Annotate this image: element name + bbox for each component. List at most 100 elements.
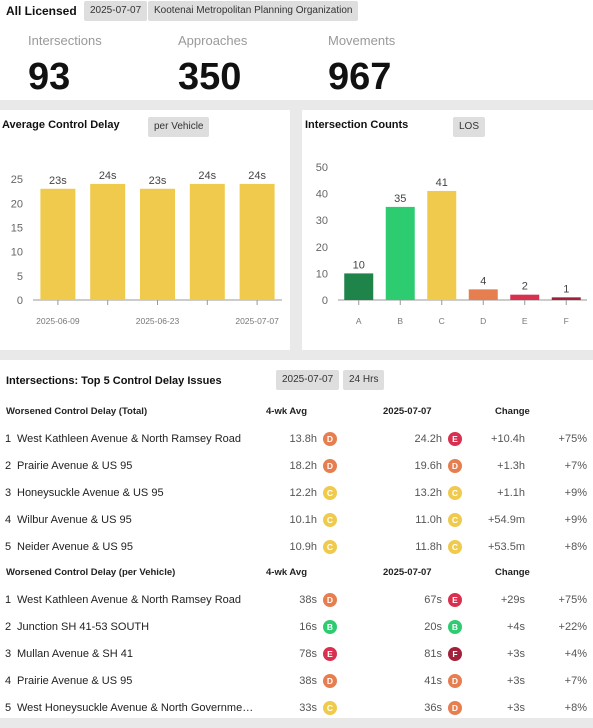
summary-header: All Licensed 2025-07-07 Kootenai Metropo… [0,0,593,100]
row-rank: 4 [5,514,12,526]
bar[interactable] [551,297,581,300]
delay-change-value: +3s [506,648,525,660]
bar[interactable] [40,188,76,300]
bar[interactable] [344,273,374,300]
scope-title: All Licensed [6,4,77,18]
table-row[interactable]: 5 West Honeysuckle Avenue & North Governm… [0,701,593,728]
x-tick-label: D [480,316,486,326]
delay-unit-pill[interactable]: per Vehicle [148,117,210,137]
intersection-name[interactable]: West Kathleen Avenue & North Ramsey Road [17,594,241,606]
delay-bar-chart: 0 5 10 15 20 25 23s 2025-06-09 24s 23s 2025-06-23 2… [11,170,282,326]
current-delay-value: 81s [424,648,442,660]
kpi-movements-value: 967 [328,56,392,98]
bar[interactable] [140,188,175,300]
intersection-name[interactable]: Junction SH 41-53 SOUTH [17,621,150,633]
avg-delay-value: 10.1h [289,514,317,526]
bar-data-label: 4 [480,275,486,287]
current-delay-value: 13.2h [414,487,442,499]
table-row[interactable]: 1 West Kathleen Avenue & North Ramsey Roa… [0,432,593,459]
x-tick-label: 2025-06-23 [136,316,180,326]
current-los-badge: E [448,593,462,607]
organization-filter-pill[interactable]: Kootenai Metropolitan Planning Organizat… [148,1,359,21]
avg-delay-value: 78s [299,648,317,660]
bar[interactable] [189,183,225,300]
column-header-change: Change [495,406,530,417]
bar[interactable] [468,289,498,300]
y-tick-label: 10 [316,268,328,280]
intersection-name[interactable]: West Honeysuckle Avenue & North Governme… [17,702,257,714]
row-rank: 1 [5,433,12,445]
intersection-name[interactable]: Neider Avenue & US 95 [17,541,133,553]
avg-delay-value: 33s [299,702,317,714]
y-tick-label: 20 [316,242,328,254]
bar[interactable] [510,294,540,300]
section-heading: Worsened Control Delay (Total) [6,406,148,417]
row-rank: 5 [5,541,12,553]
table-row[interactable]: 4 Prairie Avenue & US 95 38s 41s +3s +7% D D [0,674,593,701]
delay-change-percent: +22% [558,621,587,633]
row-rank: 3 [5,487,12,499]
avg-delay-value: 38s [299,675,317,687]
table-row[interactable]: 4 Wilbur Avenue & US 95 10.1h 11.0h +54.9m +9… [0,513,593,540]
avg-delay-value: 13.8h [289,433,317,445]
x-tick-label: C [439,316,445,326]
top-issues-title: Intersections: Top 5 Control Delay Issue… [6,375,222,387]
kpi-approaches-label: Approaches [178,33,248,48]
intersection-name[interactable]: Honeysuckle Avenue & US 95 [17,487,164,499]
avg-los-badge: E [323,647,337,661]
current-delay-value: 19.6h [414,460,442,472]
avg-los-badge: C [323,701,337,715]
delay-change-percent: +75% [558,594,587,606]
y-tick-label: 50 [316,162,328,174]
y-tick-label: 0 [322,295,328,307]
table-row[interactable]: 2 Junction SH 41-53 SOUTH 16s 20s +4s +22% B B [0,620,593,647]
delay-chart-title: Average Control Delay [2,119,120,131]
bar[interactable] [90,183,126,300]
x-tick-label: F [564,316,569,326]
current-los-badge: C [448,513,462,527]
delay-change-percent: +4% [564,648,587,660]
los-pill[interactable]: LOS [453,117,486,137]
x-tick-label: 2025-06-09 [36,316,80,326]
row-rank: 2 [5,621,12,633]
los-chart-panel: Intersection Counts LOS 0 10 20 30 40 50 10 A 35… [302,110,593,350]
column-header-4wk-avg: 4-wk Avg [266,567,308,578]
table-row[interactable]: 3 Mullan Avenue & SH 41 78s 81s +3s +4% E F [0,647,593,674]
delay-change-value: +1.1h [497,487,525,499]
delay-change-percent: +8% [564,541,587,553]
column-header-current-date: 2025-07-07 [383,567,432,578]
delay-change-percent: +75% [558,433,587,445]
y-tick-label: 25 [11,174,23,186]
avg-delay-value: 38s [299,594,317,606]
intersection-name[interactable]: Prairie Avenue & US 95 [17,460,133,472]
table-row[interactable]: 5 Neider Avenue & US 95 10.9h 11.8h +53.5m +8… [0,540,593,567]
x-tick-label: A [356,316,362,326]
bar[interactable] [385,206,415,300]
y-tick-label: 0 [17,295,23,307]
current-los-badge: D [448,459,462,473]
table-row[interactable]: 3 Honeysuckle Avenue & US 95 12.2h 13.2h +1.… [0,486,593,513]
current-los-badge: C [448,540,462,554]
bar[interactable] [239,183,275,300]
table-row[interactable]: 2 Prairie Avenue & US 95 18.2h 19.6h +1.3h +7… [0,459,593,486]
issues-range-pill[interactable]: 24 Hrs [343,370,385,390]
delay-change-percent: +9% [564,487,587,499]
intersection-name[interactable]: Prairie Avenue & US 95 [17,675,133,687]
x-tick-label: E [522,316,528,326]
los-chart-title: Intersection Counts [305,119,409,131]
delay-change-value: +53.5m [488,541,525,553]
issues-date-pill[interactable]: 2025-07-07 [276,370,340,390]
delay-change-value: +4s [506,621,525,633]
delay-change-percent: +7% [564,460,587,472]
intersection-name[interactable]: West Kathleen Avenue & North Ramsey Road [17,433,241,445]
avg-los-badge: C [323,540,337,554]
table-row[interactable]: 1 West Kathleen Avenue & North Ramsey Roa… [0,593,593,620]
row-rank: 3 [5,648,12,660]
x-tick-label: 2025-07-07 [235,316,279,326]
avg-delay-value: 12.2h [289,487,317,499]
bar-data-label: 1 [563,283,569,295]
intersection-name[interactable]: Mullan Avenue & SH 41 [17,648,133,660]
date-filter-pill[interactable]: 2025-07-07 [84,1,148,21]
bar[interactable] [427,190,457,300]
intersection-name[interactable]: Wilbur Avenue & US 95 [17,514,132,526]
